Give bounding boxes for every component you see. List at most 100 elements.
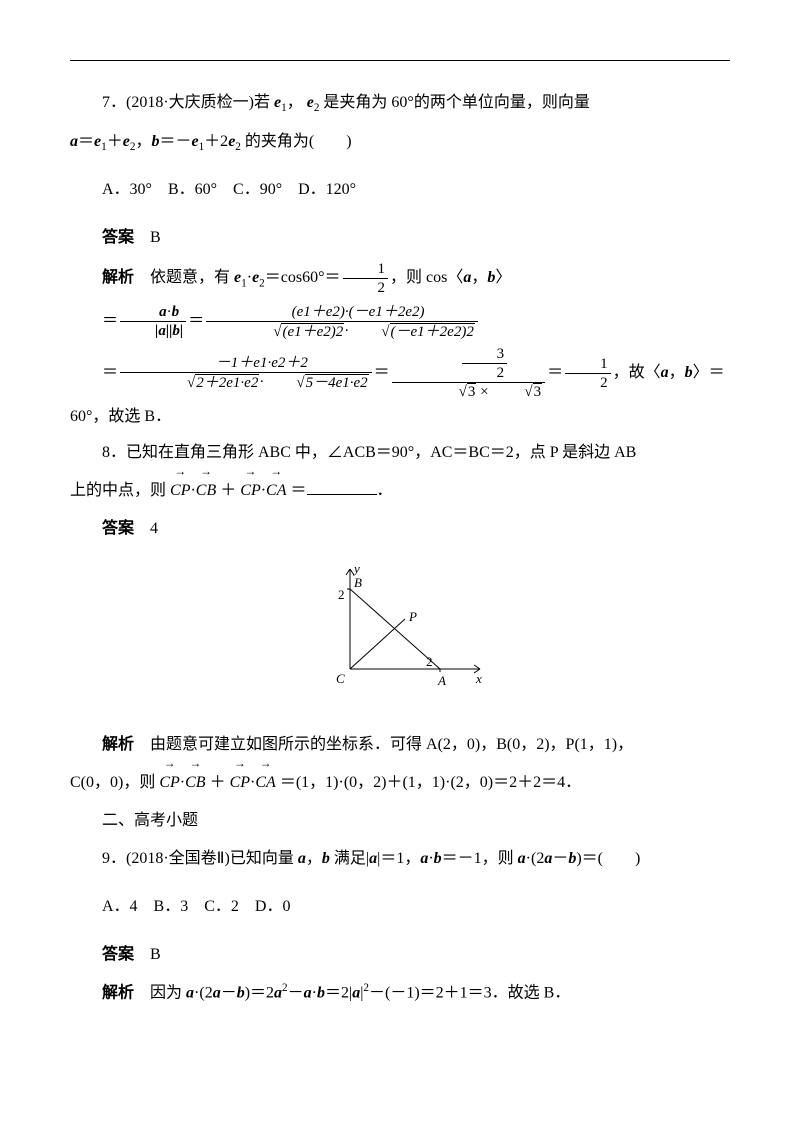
q8-e2a: C(0，0)，则 xyxy=(70,774,155,791)
eq1b: ＝ xyxy=(188,313,204,330)
q9-e1a: 因为 xyxy=(134,985,186,1002)
fa: a xyxy=(159,304,167,320)
q7-options: A．30° B．60° C．90° D．120° xyxy=(70,174,730,206)
q7-l2a: ＝ xyxy=(78,133,94,150)
q7-eqline-1: ＝ a·b |a||b| ＝ (e1＋e2)·(－e1＋2e2) (e1＋e2)… xyxy=(70,303,730,341)
explain-label: 解析 xyxy=(102,269,134,286)
vec-cp3: →CP xyxy=(159,767,179,799)
vec-cb: →CB xyxy=(196,475,216,507)
svg-text:x: x xyxy=(475,671,482,686)
q9a4: a xyxy=(518,850,526,867)
vec-e1c: e xyxy=(191,133,198,150)
th-den: 3 × 3 xyxy=(392,382,545,402)
q8-e1: 由题意可建立如图所示的坐标系．可得 A(2，0)，B(0，2)，P(1，1)， xyxy=(134,736,633,753)
arrow-icon: → xyxy=(185,757,205,769)
half-den: 2 xyxy=(343,278,389,297)
answer-label: 答案 xyxy=(102,229,134,246)
q7-line2: a＝e1＋e2，b＝－e1＋2e2 的夹角为( ) xyxy=(70,126,730,159)
q7-tail2: ， xyxy=(669,364,685,381)
eq2b: ＝ xyxy=(374,364,390,381)
q8-figure: yxCAB22P xyxy=(70,559,730,711)
frac-32: 32 3 × 3 xyxy=(392,345,545,402)
frac-big1: (e1＋e2)·(－e1＋2e2) (e1＋e2)2·(－e1＋2e2)2 xyxy=(206,303,478,341)
frac-ab: a·b |a||b| xyxy=(120,303,186,340)
sqrt3: 2＋2e1·e2 xyxy=(155,374,259,392)
vec-cb2: →CB xyxy=(185,767,205,799)
bd2a: 2＋2e1·e2 xyxy=(195,374,259,391)
q8-e2c: ＝(1，1)·(0，2)＋(1，1)·(2，0)＝2＋2＝4． xyxy=(280,774,581,791)
q9-explain: 解析 因为 a·(2a－b)＝2a2－a·b＝2|a|2－(－1)＝2＋1＝3．… xyxy=(70,977,730,1009)
ca2: CA xyxy=(255,774,275,791)
n32d: 2 xyxy=(462,363,508,382)
cp3: CP xyxy=(159,774,179,791)
frac-ab-den: |a||b| xyxy=(120,321,186,340)
q9a: a xyxy=(298,850,306,867)
cb: CB xyxy=(196,482,216,499)
q9-l1c: 满足| xyxy=(330,850,369,867)
vec-cp2: →CP xyxy=(240,475,260,507)
q7-ans: B xyxy=(134,229,161,246)
q7-l2f: 的夹角为( ) xyxy=(241,133,352,150)
q8-line1: 8．已知在直角三角形 ABC 中，∠ACB＝90°，AC＝BC＝2，点 P 是斜… xyxy=(70,437,730,469)
q7-e1c: ＝cos60°＝ xyxy=(265,269,341,286)
times: × xyxy=(476,384,492,400)
eq2a: ＝ xyxy=(102,364,118,381)
cp4: CP xyxy=(230,774,250,791)
q9ea5: a xyxy=(352,985,360,1002)
q9ea: a xyxy=(186,985,194,1002)
q7-e1e: ， xyxy=(471,269,487,286)
svg-text:y: y xyxy=(352,561,360,576)
q8-explain-2: C(0，0)，则 →CP·→CB ＋ →CP·→CA ＝(1，1)·(0，2)＋… xyxy=(70,767,730,799)
q7-e1a: 依题意，有 xyxy=(134,269,234,286)
q8-l2b: ＋ xyxy=(220,482,236,499)
q9-l1h: － xyxy=(552,850,568,867)
arrow-icon: → xyxy=(240,465,260,477)
q9ea4: a xyxy=(304,985,312,1002)
arrow-icon: → xyxy=(196,465,216,477)
bignum1: (e1＋e2)·(－e1＋2e2) xyxy=(206,303,478,321)
q8-answer: 答案 4 xyxy=(70,513,730,545)
vec-e2: e xyxy=(307,94,314,111)
vec-cp4: →CP xyxy=(230,767,250,799)
vb3: b xyxy=(685,364,693,381)
vec-ca: →CA xyxy=(266,475,286,507)
s3a: 3 xyxy=(467,383,477,400)
q9-l1f: ＝－1，则 xyxy=(442,850,518,867)
q7-l2d: ＝－ xyxy=(159,133,191,150)
q9-e1c: － xyxy=(221,985,237,1002)
arrow-icon: → xyxy=(159,757,179,769)
th-num: 32 xyxy=(392,345,545,382)
vec-a: a xyxy=(70,133,78,150)
q7-eqline-2: ＝ －1＋e1·e2＋2 2＋2e1·e2·5－4e1·e2 ＝ 32 3 × … xyxy=(70,345,730,434)
q9ea3: a xyxy=(274,985,282,1002)
inner32: 32 xyxy=(462,345,508,382)
q9-l1i: )＝( ) xyxy=(576,850,640,867)
q7-tail: ，故〈 xyxy=(613,364,661,381)
q7-prefix: 7．(2018·大庆质检一)若 xyxy=(102,94,274,111)
frac-big2: －1＋e1·e2＋2 2＋2e1·e2·5－4e1·e2 xyxy=(120,354,372,392)
bigden1: (e1＋e2)2·(－e1＋2e2)2 xyxy=(206,321,478,341)
oh-num: 1 xyxy=(565,355,611,373)
svg-text:B: B xyxy=(354,575,362,590)
q9-l1g: ·(2 xyxy=(526,850,545,867)
q9-l1a: 9．(2018·全国卷Ⅱ)已知向量 xyxy=(102,850,298,867)
q9eb2: b xyxy=(317,985,325,1002)
s3b: 3 xyxy=(533,383,543,400)
frac-12: 12 xyxy=(565,355,611,392)
q7-t1: ， xyxy=(287,94,303,111)
bignum2: －1＋e1·e2＋2 xyxy=(120,354,372,372)
q8-line2: 上的中点，则 →CP·→CB ＋ →CP·→CA ＝． xyxy=(70,475,730,507)
bigden2: 2＋2e1·e2·5－4e1·e2 xyxy=(120,372,372,392)
svg-text:C: C xyxy=(336,671,345,686)
q7-l2c: ， xyxy=(135,133,151,150)
half-num: 1 xyxy=(343,260,389,278)
q7-explain-1: 解析 依题意，有 e1·e2＝cos60°＝12，则 cos〈a，b〉 xyxy=(70,260,730,297)
fb: b xyxy=(172,304,180,320)
q7-e1d: ，则 cos〈 xyxy=(390,269,463,286)
eq2c: ＝ xyxy=(547,364,563,381)
ca: CA xyxy=(266,482,286,499)
triangle-diagram: yxCAB22P xyxy=(310,559,490,699)
q8-period: ． xyxy=(377,482,393,499)
q9-e1i: －(－1)＝2＋1＝3．故选 B． xyxy=(369,985,570,1002)
frac-ab-num: a·b xyxy=(120,303,186,321)
